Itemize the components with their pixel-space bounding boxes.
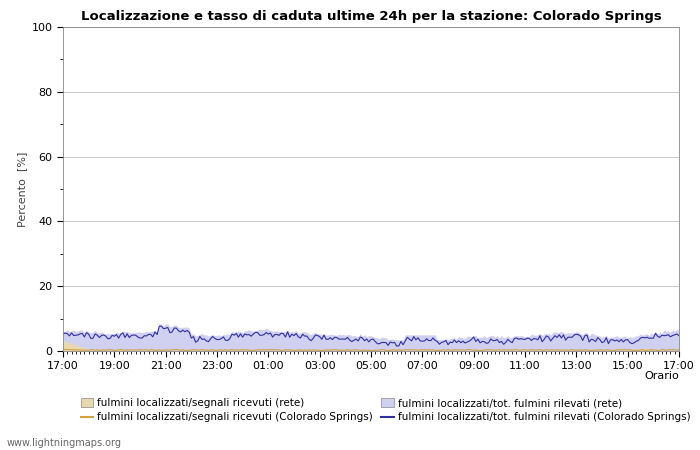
Text: Orario: Orario (644, 371, 679, 381)
Title: Localizzazione e tasso di caduta ultime 24h per la stazione: Colorado Springs: Localizzazione e tasso di caduta ultime … (80, 10, 662, 23)
Y-axis label: Percento  [%]: Percento [%] (18, 151, 27, 227)
Text: www.lightningmaps.org: www.lightningmaps.org (7, 438, 122, 448)
Legend: fulmini localizzati/segnali ricevuti (rete), fulmini localizzati/segnali ricevut: fulmini localizzati/segnali ricevuti (re… (80, 398, 691, 423)
